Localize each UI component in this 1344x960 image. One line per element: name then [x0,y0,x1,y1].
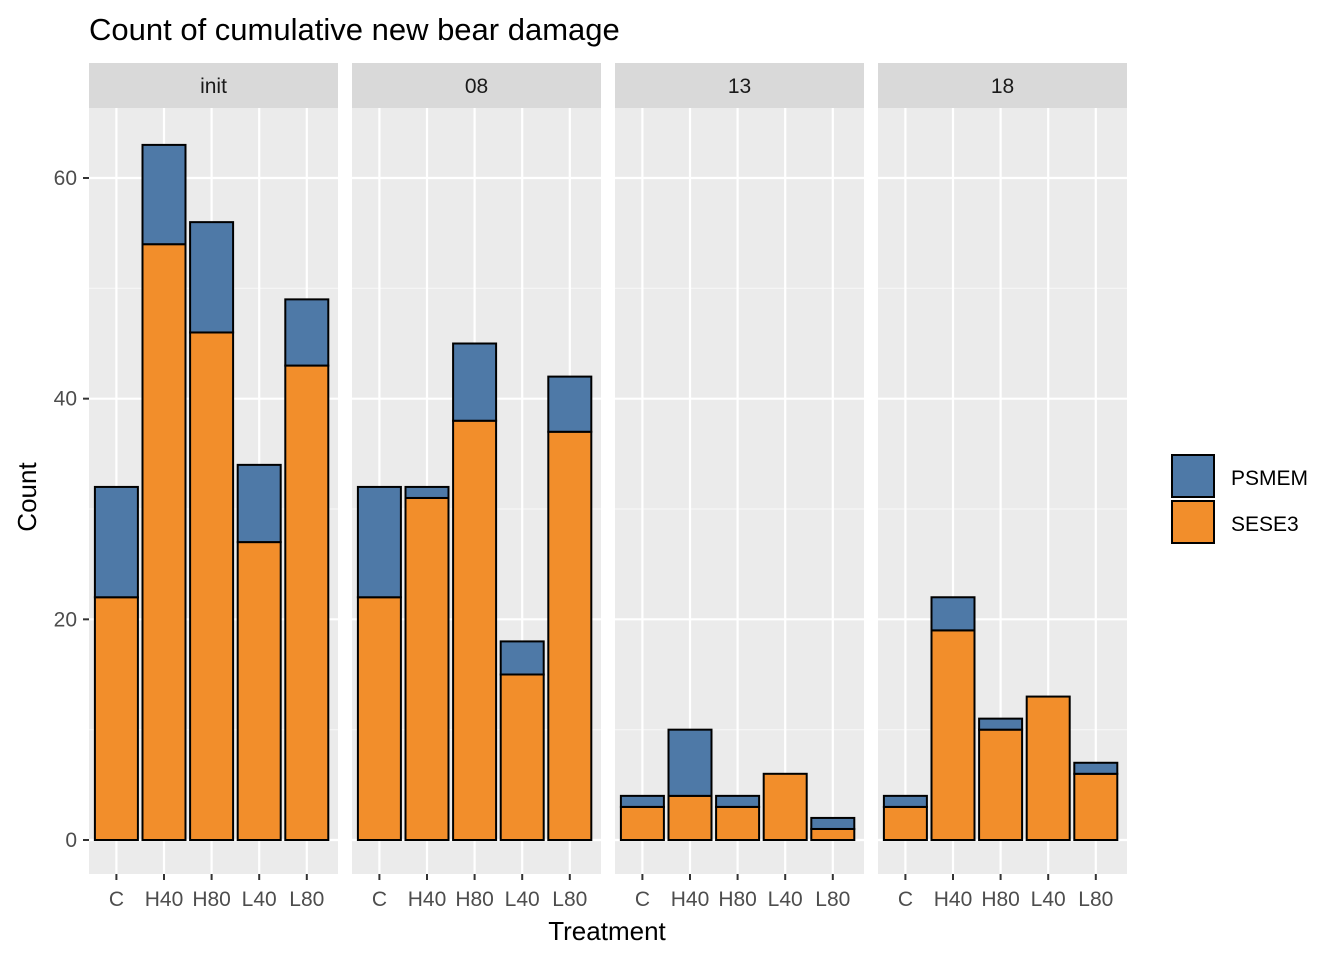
x-tick-label: L40 [1031,888,1066,911]
bar-sese3-08-H40 [404,496,450,841]
bar-sese3-18-L40 [1025,695,1071,841]
facet-panels: init C H40 H80 L40 L80 08 C H40 H80 L40 L80 13 C H40 H8… [54,63,1127,911]
y-axis: 0 20 40 60 [54,167,89,852]
facet-panel-08: 08 C H40 H80 L40 L80 [352,63,601,911]
bar-sese3-18-L80 [1073,772,1119,841]
x-tick-label: L40 [505,888,540,911]
x-tick-label: C [372,888,387,911]
legend: PSMEM SESE3 [1171,454,1308,544]
facet-strip-label: 08 [465,75,488,98]
bar-psmem-18-H80 [978,717,1024,731]
bar-sese3-13-L80 [810,827,856,842]
bar-sese3-08-C [356,596,402,841]
facet-strip-label: 18 [991,75,1014,98]
x-tick-label: L40 [768,888,803,911]
bar-psmem-13-H40 [667,728,713,797]
y-tick-label: 20 [54,608,77,631]
bar-sese3-08-H80 [452,419,498,841]
x-tick-label: L40 [242,888,277,911]
bar-sese3-init-H40 [141,243,187,841]
bar-psmem-init-L40 [236,463,282,544]
legend-label-psmem: PSMEM [1231,467,1308,490]
x-tick-label: H40 [671,888,710,911]
bar-psmem-18-C [882,794,928,808]
bar-psmem-13-H80 [715,794,761,808]
x-tick-label: H80 [718,888,757,911]
y-tick-label: 60 [54,167,77,190]
y-tick-label: 40 [54,388,77,411]
x-axis-title: Treatment [548,916,666,946]
chart-title: Count of cumulative new bear damage [89,12,620,47]
panel-background [615,108,864,874]
bar-psmem-08-C [356,485,402,599]
y-tick-label: 0 [65,829,77,852]
x-tick-label: H80 [192,888,231,911]
x-tick-label: H40 [145,888,184,911]
bar-sese3-08-L40 [499,673,545,841]
legend-label-sese3: SESE3 [1231,513,1299,536]
x-tick-label: H40 [934,888,973,911]
bar-psmem-13-L80 [810,816,856,830]
x-tick-label: H80 [455,888,494,911]
legend-key-psmem [1171,454,1215,498]
bar-psmem-08-H80 [452,342,498,422]
bar-psmem-init-L80 [284,298,330,367]
bar-psmem-init-C [93,485,139,599]
x-tick-label: L80 [552,888,587,911]
facet-strip [878,63,1127,108]
bar-sese3-18-H40 [930,629,976,841]
bar-psmem-init-H40 [141,143,187,246]
facet-panel-13: 13 C H40 H80 L40 L80 [615,63,864,911]
x-tick-label: H80 [981,888,1020,911]
x-tick-label: C [635,888,650,911]
x-tick-label: H40 [408,888,447,911]
bar-sese3-13-H80 [715,805,761,842]
x-tick-label: C [109,888,124,911]
bar-sese3-13-C [619,805,665,842]
facet-panel-18: 18 C H40 H80 L40 L80 [878,63,1127,911]
y-axis-title: Count [12,462,42,532]
facet-strip-label: init [200,75,227,98]
facet-strip [615,63,864,108]
bar-psmem-08-H40 [404,485,450,499]
x-tick-label: L80 [1078,888,1113,911]
bar-sese3-init-C [93,596,139,841]
facet-strip [352,63,601,108]
legend-key-sese3 [1171,500,1215,544]
facet-panel-init: init C H40 H80 L40 L80 [89,63,338,911]
x-tick-label: L80 [289,888,324,911]
bar-psmem-08-L80 [547,375,593,433]
bar-psmem-18-H40 [930,596,976,632]
bar-sese3-init-L80 [284,364,330,841]
bar-sese3-18-H80 [978,728,1024,842]
bar-sese3-18-C [882,805,928,842]
x-tick-label: C [898,888,913,911]
bar-sese3-init-L40 [236,541,282,841]
x-tick-label: L80 [815,888,850,911]
bar-psmem-13-C [619,794,665,808]
bar-psmem-18-L80 [1073,761,1119,775]
facet-strip [89,63,338,108]
facet-strip-label: 13 [728,75,751,98]
bar-sese3-init-H80 [189,331,235,841]
bar-sese3-13-H40 [667,794,713,841]
bar-sese3-13-L40 [762,772,808,841]
bar-psmem-init-H80 [189,221,235,334]
bar-psmem-08-L40 [499,640,545,676]
bar-sese3-08-L80 [547,430,593,841]
